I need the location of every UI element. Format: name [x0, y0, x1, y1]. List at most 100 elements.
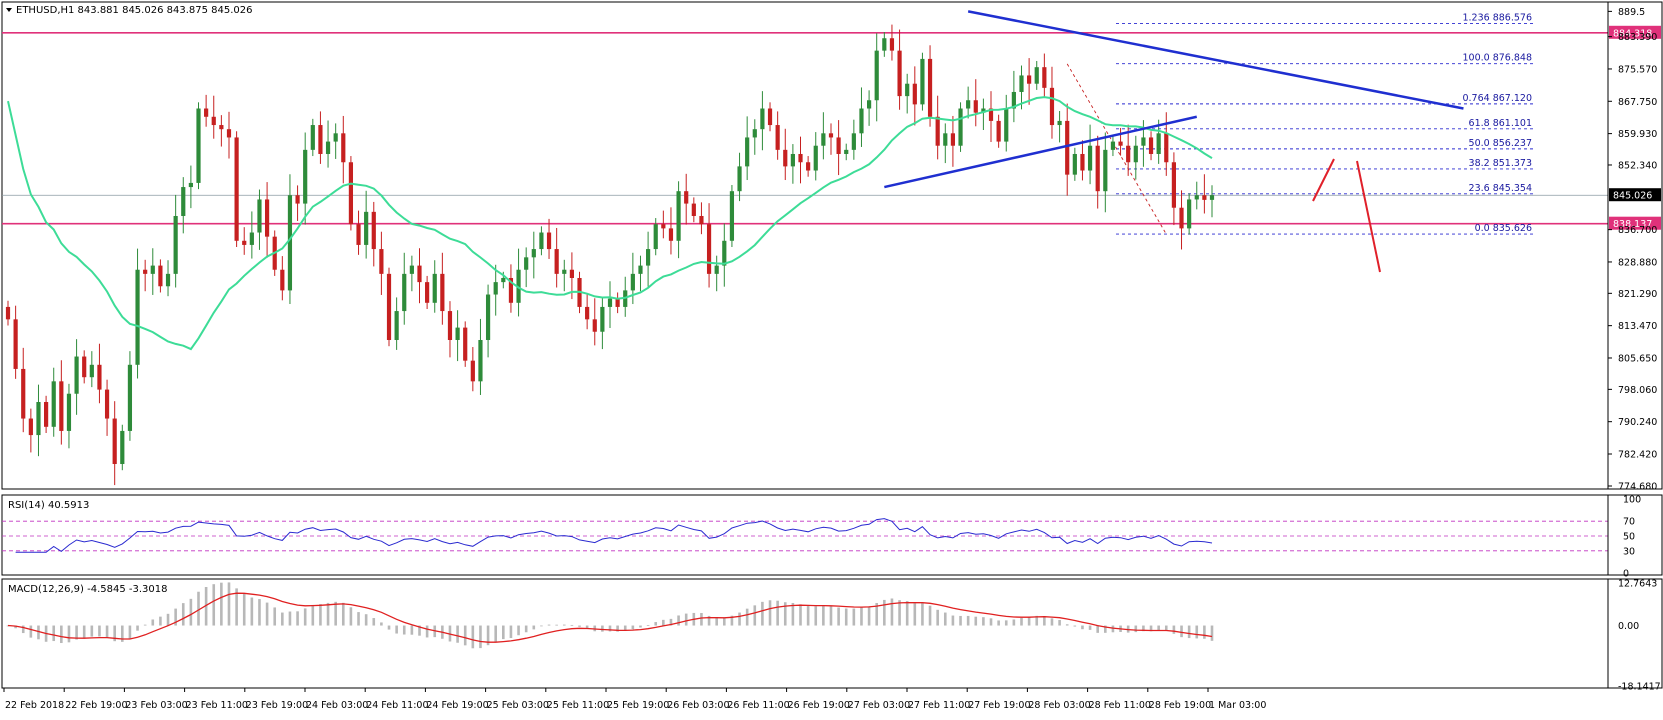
candle: [592, 298, 597, 346]
price-tick-label: 889.5: [1618, 7, 1645, 18]
candle-body: [988, 108, 994, 121]
macd-panel[interactable]: MACD(12,26,9) -4.5845 -3.3018 12.7643 0.0…: [1, 578, 1663, 693]
macd-bar: [1050, 618, 1054, 626]
rsi-tick-label: 30: [1623, 546, 1635, 557]
candle-body: [379, 249, 384, 274]
candle-body: [684, 191, 689, 204]
candle: [173, 194, 178, 288]
candle: [783, 128, 788, 181]
macd-bar: [997, 620, 1000, 626]
candle: [760, 91, 765, 151]
candle-body: [188, 182, 193, 188]
rsi-levels: [2, 520, 1608, 552]
candle-body: [135, 269, 140, 365]
macd-bar: [273, 607, 277, 626]
time-tick-label: 28 Feb 19:00: [1149, 700, 1211, 711]
macd-bar: [1164, 625, 1168, 631]
macd-bar: [181, 603, 185, 626]
macd-bar: [905, 601, 909, 626]
candle: [112, 401, 117, 486]
candle-body: [143, 269, 148, 274]
candle: [1179, 190, 1184, 250]
candle: [1148, 131, 1154, 161]
candle-body: [706, 224, 712, 274]
macd-bar: [1081, 625, 1084, 630]
candle-body: [112, 418, 117, 465]
macd-bar: [982, 617, 985, 626]
macd-bar: [669, 618, 673, 626]
macd-bar: [486, 625, 490, 646]
macd-bar: [715, 617, 718, 626]
macd-bar: [502, 625, 505, 640]
candle: [425, 275, 430, 309]
candle-body: [417, 265, 422, 283]
candle: [1103, 132, 1108, 213]
candle: [737, 152, 742, 202]
time-tick-label: 1 Mar 03:00: [1209, 700, 1266, 711]
candle: [699, 202, 704, 235]
candle-body: [859, 108, 864, 134]
macd-bar: [936, 609, 939, 626]
candle-body: [74, 356, 79, 394]
candle: [356, 210, 361, 255]
candle-body: [912, 83, 917, 105]
candle: [348, 156, 354, 231]
candle-body: [242, 240, 247, 245]
macd-bar: [258, 599, 261, 626]
price-tick-label: 805.650: [1618, 353, 1657, 364]
macd-title: MACD(12,26,9) -4.5845 -3.3018: [8, 584, 168, 595]
candle: [204, 94, 209, 127]
candle: [996, 114, 1001, 148]
candle-body: [440, 273, 445, 312]
macd-bar: [1157, 625, 1160, 631]
candle: [600, 297, 605, 350]
candle-body: [531, 249, 536, 258]
macd-bar: [281, 612, 284, 626]
candle-body: [844, 149, 849, 154]
candle-body: [737, 166, 742, 192]
candle-body: [973, 100, 978, 113]
candle-body: [699, 215, 704, 225]
rsi-panel[interactable]: RSI(14) 40.5913 100 70 50 30 0: [1, 494, 1663, 580]
candle-body: [287, 195, 293, 291]
candle: [531, 231, 536, 279]
candle: [920, 52, 925, 111]
candle-body: [630, 273, 635, 291]
macd-bar: [303, 608, 307, 626]
level-price-label: 838.137: [1613, 219, 1652, 230]
candle: [1027, 58, 1032, 105]
macd-bar: [700, 613, 703, 626]
macd-bar: [265, 602, 269, 626]
candle: [417, 248, 422, 304]
macd-bar: [951, 615, 955, 626]
candle-body: [714, 265, 719, 274]
macd-bar: [1210, 625, 1214, 641]
candle-body: [341, 133, 346, 163]
candle-body: [882, 38, 887, 51]
candlestick-series[interactable]: [5, 24, 1215, 486]
macd-bar: [334, 601, 337, 626]
candle-body: [1171, 162, 1176, 208]
macd-bar: [875, 602, 879, 626]
candle-body: [204, 108, 209, 117]
candle-body: [394, 311, 399, 340]
chevron-down-icon[interactable]: [6, 8, 12, 12]
price-panel[interactable]: 884.318 838.137 845.026 1.236 886.576 100.0…: [1, 1, 1663, 493]
macd-bar: [341, 602, 345, 626]
candle: [546, 218, 552, 259]
candle-body: [59, 381, 64, 431]
macd-bar: [1149, 625, 1153, 632]
candle-body: [1133, 145, 1138, 163]
candle-body: [752, 129, 757, 138]
candle: [988, 91, 994, 142]
macd-bar: [524, 625, 528, 633]
macd-bar: [616, 625, 619, 632]
macd-bar: [913, 603, 917, 626]
current-price-label: 845.026: [1613, 191, 1652, 202]
macd-bar: [67, 625, 71, 643]
candle-body: [82, 356, 87, 378]
candle: [242, 227, 247, 255]
candle-body: [775, 125, 780, 150]
macd-bar: [1020, 617, 1023, 626]
